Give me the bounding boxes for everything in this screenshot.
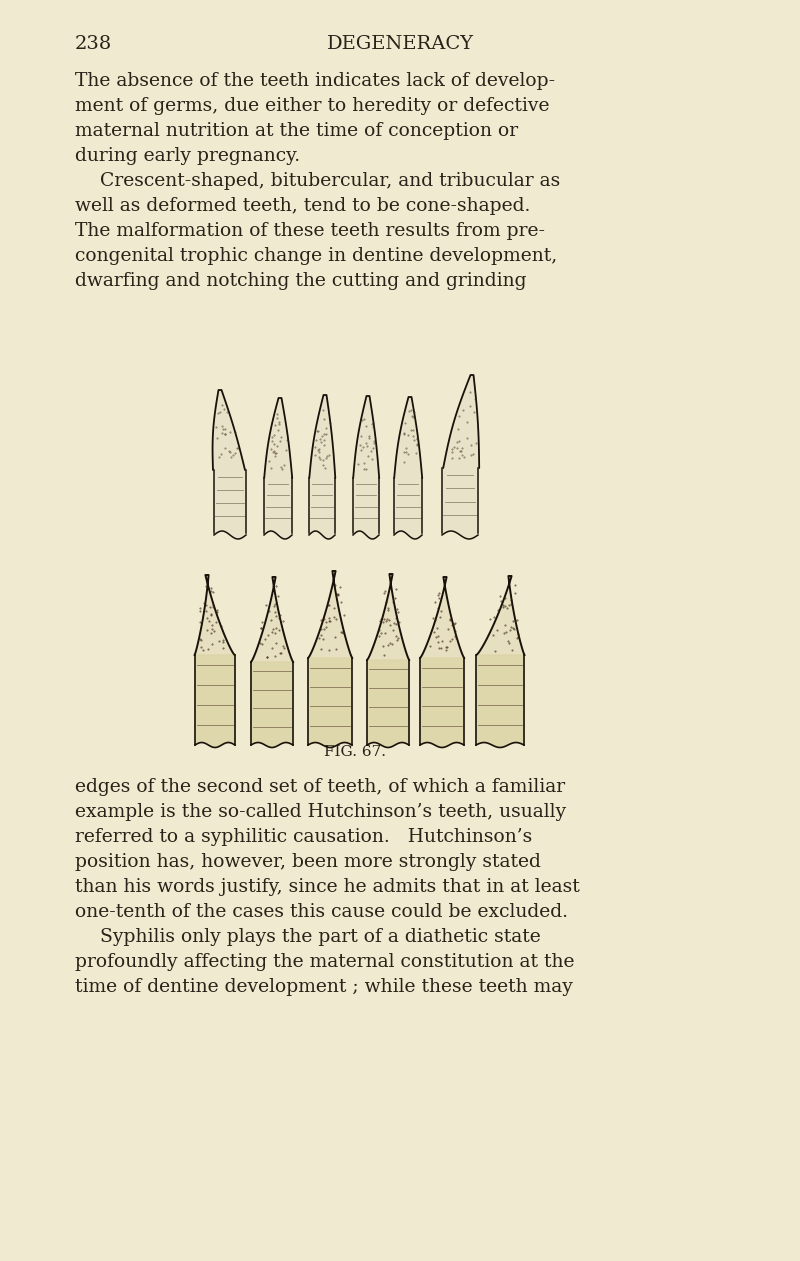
Polygon shape	[477, 576, 525, 654]
Text: time of dentine development ; while these teeth may: time of dentine development ; while thes…	[75, 979, 573, 996]
Text: during early pregnancy.: during early pregnancy.	[75, 148, 300, 165]
Polygon shape	[367, 660, 409, 748]
Text: congenital trophic change in dentine development,: congenital trophic change in dentine dev…	[75, 247, 558, 265]
Polygon shape	[194, 575, 234, 654]
Text: The absence of the teeth indicates lack of develop-: The absence of the teeth indicates lack …	[75, 72, 555, 90]
Polygon shape	[308, 571, 352, 658]
Polygon shape	[420, 578, 464, 658]
Text: well as deformed teeth, tend to be cone-shaped.: well as deformed teeth, tend to be cone-…	[75, 197, 530, 214]
Polygon shape	[420, 658, 464, 748]
Text: ment of germs, due either to heredity or defective: ment of germs, due either to heredity or…	[75, 97, 550, 115]
Text: Crescent-shaped, bitubercular, and tribucular as: Crescent-shaped, bitubercular, and tribu…	[100, 171, 560, 190]
Text: The malformation of these teeth results from pre-: The malformation of these teeth results …	[75, 222, 545, 240]
Text: edges of the second set of teeth, of which a familiar: edges of the second set of teeth, of whi…	[75, 778, 565, 796]
Polygon shape	[367, 574, 409, 660]
Polygon shape	[213, 390, 246, 538]
Text: referred to a syphilitic causation.   Hutchinson’s: referred to a syphilitic causation. Hutc…	[75, 828, 532, 846]
Text: than his words justify, since he admits that in at least: than his words justify, since he admits …	[75, 878, 580, 897]
Text: dwarfing and notching the cutting and grinding: dwarfing and notching the cutting and gr…	[75, 272, 526, 290]
Text: profoundly affecting the maternal constitution at the: profoundly affecting the maternal consti…	[75, 953, 574, 971]
Text: 238: 238	[75, 35, 112, 53]
Polygon shape	[353, 396, 379, 538]
Polygon shape	[251, 662, 293, 748]
Polygon shape	[476, 654, 524, 748]
Text: Syphilis only plays the part of a diathetic state: Syphilis only plays the part of a diathe…	[100, 928, 541, 946]
Text: DEGENERACY: DEGENERACY	[326, 35, 474, 53]
Polygon shape	[195, 654, 235, 748]
Text: example is the so-called Hutchinson’s teeth, usually: example is the so-called Hutchinson’s te…	[75, 803, 566, 821]
Polygon shape	[309, 395, 335, 538]
Text: one-tenth of the cases this cause could be excluded.: one-tenth of the cases this cause could …	[75, 903, 568, 921]
Polygon shape	[264, 398, 292, 538]
Text: position has, however, been more strongly stated: position has, however, been more strongl…	[75, 852, 541, 871]
Polygon shape	[442, 375, 479, 538]
Text: maternal nutrition at the time of conception or: maternal nutrition at the time of concep…	[75, 122, 518, 140]
Polygon shape	[251, 578, 293, 662]
Polygon shape	[308, 658, 352, 748]
Polygon shape	[394, 397, 422, 538]
Text: FIG. 67.: FIG. 67.	[324, 745, 386, 759]
